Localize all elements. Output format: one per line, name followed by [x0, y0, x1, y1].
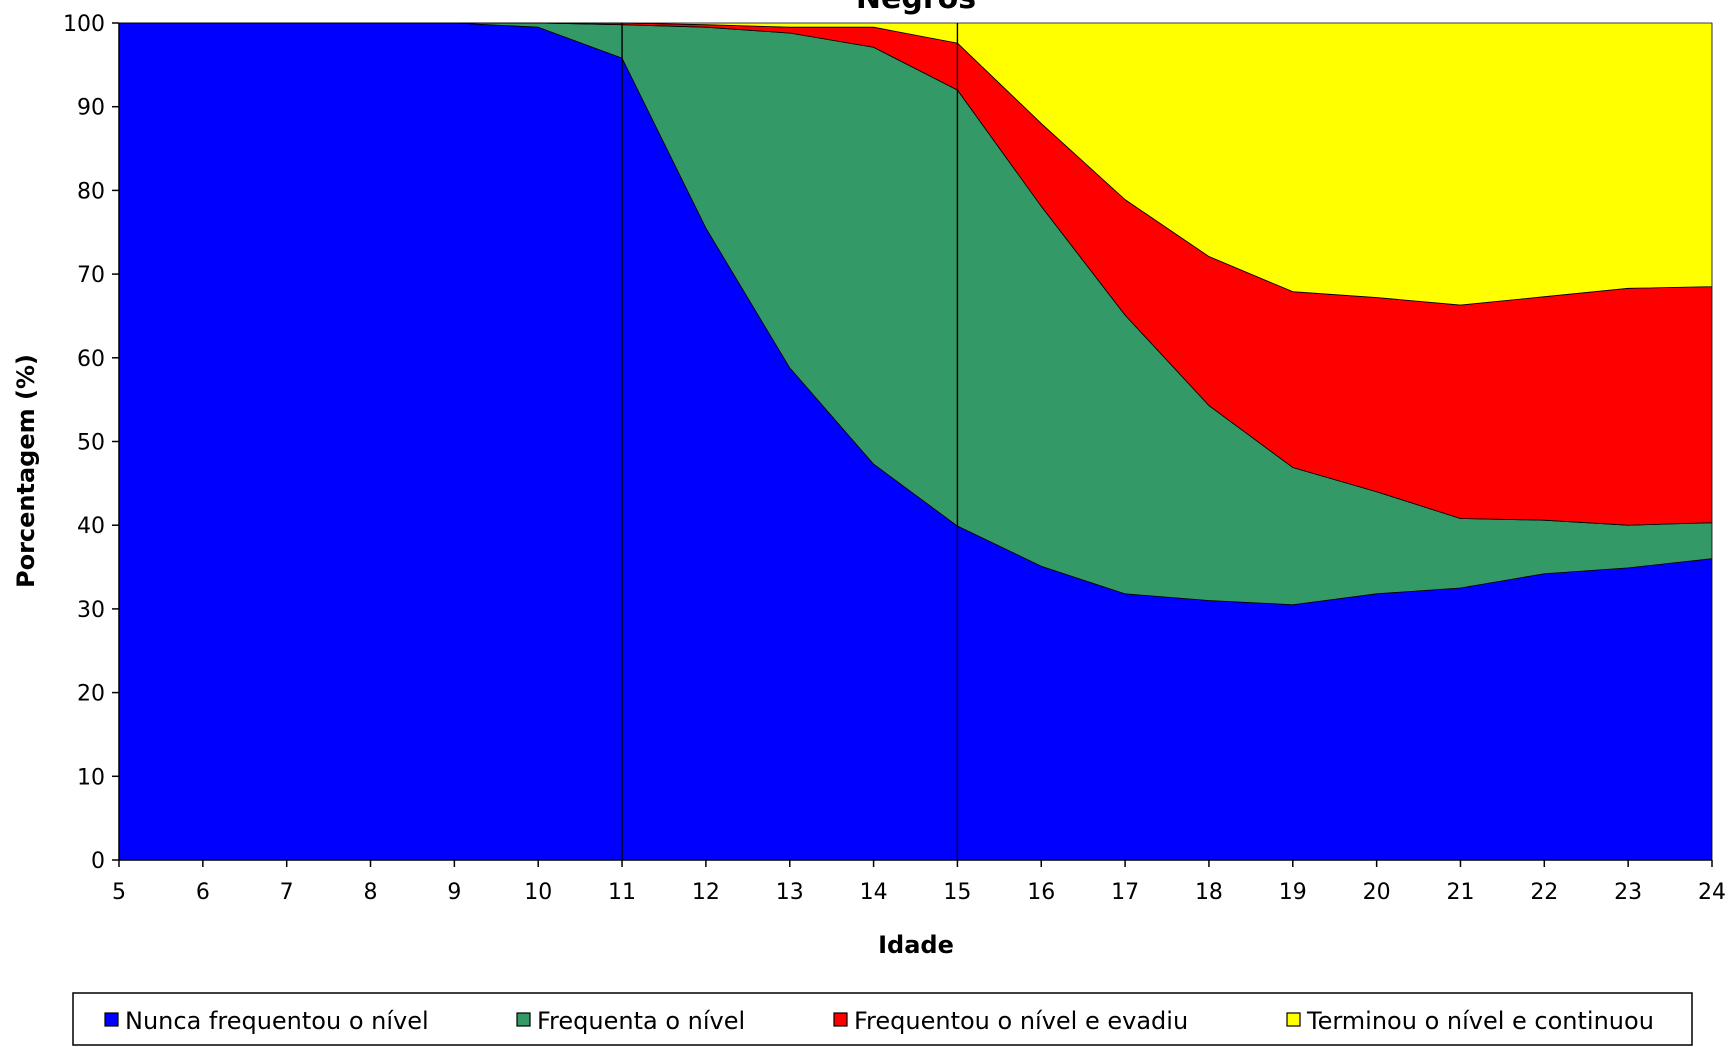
x-tick-label: 9 — [447, 880, 461, 905]
y-axis-ticks: 0 10 20 30 40 50 60 70 80 90 100 — [63, 12, 119, 874]
y-tick-label: 90 — [77, 96, 105, 121]
legend-label-4: Terminou o nível e continuou — [1306, 1007, 1654, 1035]
y-tick-label: 100 — [63, 12, 105, 37]
y-tick-label: 50 — [77, 431, 105, 456]
y-tick-label: 40 — [77, 514, 105, 539]
y-tick-label: 10 — [77, 765, 105, 790]
x-tick-label: 21 — [1446, 880, 1474, 905]
area-series-group — [118, 22, 1713, 861]
legend-box — [72, 992, 1693, 1046]
x-tick-label: 22 — [1530, 880, 1558, 905]
y-axis-title: Porcentagem (%) — [12, 354, 40, 588]
legend-label-3: Frequentou o nível e evadiu — [854, 1007, 1188, 1035]
y-tick-label: 80 — [77, 179, 105, 204]
y-tick-label: 20 — [77, 682, 105, 707]
legend: Nunca frequentou o nível Frequenta o níve… — [72, 992, 1693, 1046]
y-tick-label: 60 — [77, 347, 105, 372]
x-tick-label: 6 — [196, 880, 210, 905]
y-tick-label: 30 — [77, 598, 105, 623]
chart-title: Negros — [856, 0, 976, 16]
legend-label-2: Frequenta o nível — [537, 1007, 745, 1035]
legend-swatch-2 — [516, 1012, 531, 1027]
x-tick-label: 23 — [1614, 880, 1642, 905]
x-tick-label: 10 — [524, 880, 552, 905]
x-tick-label: 16 — [1027, 880, 1055, 905]
x-tick-label: 24 — [1698, 880, 1726, 905]
x-tick-label: 17 — [1111, 880, 1139, 905]
x-tick-label: 18 — [1195, 880, 1223, 905]
x-tick-label: 11 — [608, 880, 636, 905]
x-tick-label: 20 — [1363, 880, 1391, 905]
legend-swatch-3 — [833, 1012, 848, 1027]
x-tick-label: 15 — [943, 880, 971, 905]
x-tick-label: 5 — [112, 880, 126, 905]
x-tick-label: 13 — [776, 880, 804, 905]
x-tick-label: 12 — [692, 880, 720, 905]
x-tick-label: 14 — [860, 880, 888, 905]
y-tick-label: 0 — [91, 849, 105, 874]
x-axis-title: Idade — [878, 931, 954, 959]
x-tick-label: 7 — [280, 880, 294, 905]
legend-swatch-4 — [1286, 1012, 1301, 1027]
y-tick-label: 70 — [77, 263, 105, 288]
x-axis-ticks: 5 6 7 8 9 10 11 12 13 14 15 16 17 18 19 20 21 22 23 24 — [112, 860, 1726, 905]
area-series-4 — [118, 22, 1713, 306]
x-tick-label: 8 — [364, 880, 378, 905]
reference-lines — [621, 23, 959, 860]
legend-label-1: Nunca frequentou o nível — [125, 1007, 429, 1035]
legend-swatch-1 — [104, 1012, 119, 1027]
x-tick-label: 19 — [1279, 880, 1307, 905]
